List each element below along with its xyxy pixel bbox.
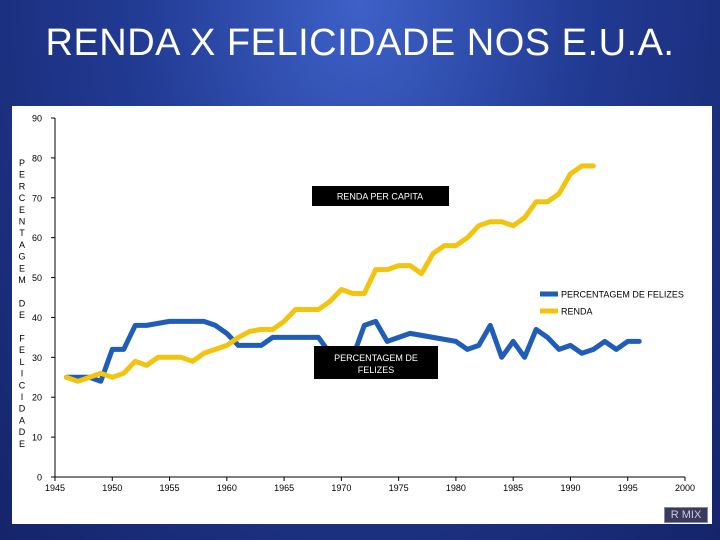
y-tick-label: 0 bbox=[37, 473, 42, 483]
x-tick-label: 1960 bbox=[217, 483, 237, 493]
x-tick-label: 1985 bbox=[503, 483, 523, 493]
series-line-percentagem-de-felizes bbox=[64, 318, 642, 384]
x-tick-label: 1945 bbox=[45, 483, 65, 493]
y-tick-label: 90 bbox=[32, 114, 42, 124]
chart-panel bbox=[12, 106, 712, 524]
annotation-box-felizes bbox=[314, 346, 438, 379]
x-tick-label: 1950 bbox=[102, 483, 122, 493]
y-tick-label: 20 bbox=[32, 393, 42, 403]
series-line-renda bbox=[64, 163, 596, 384]
x-tick-label: 1995 bbox=[618, 483, 638, 493]
annotation-box-renda bbox=[312, 186, 449, 206]
footer-badge: R MIX bbox=[664, 507, 708, 523]
y-tick-label: 60 bbox=[32, 233, 42, 243]
x-tick-label: 1975 bbox=[389, 483, 409, 493]
x-tick-label: 2000 bbox=[675, 483, 695, 493]
annotation-renda-per-capita: RENDA PER CAPITA bbox=[337, 192, 423, 202]
annotation-felizes-line2: FELIZES bbox=[358, 365, 395, 375]
y-tick-label: 10 bbox=[32, 433, 42, 443]
legend-label: PERCENTAGEM DE FELIZES bbox=[561, 290, 684, 300]
y-tick-label: 40 bbox=[32, 313, 42, 323]
x-tick-label: 1980 bbox=[446, 483, 466, 493]
x-tick-label: 1965 bbox=[274, 483, 294, 493]
slide-title: RENDA X FELICIDADE NOS E.U.A. bbox=[45, 22, 675, 64]
x-tick-label: 1990 bbox=[560, 483, 580, 493]
annotation-felizes-line1: PERCENTAGEM DE bbox=[334, 353, 418, 363]
y-tick-label: 80 bbox=[32, 153, 42, 163]
x-tick-label: 1955 bbox=[160, 483, 180, 493]
y-tick-label: 50 bbox=[32, 273, 42, 283]
x-tick-label: 1970 bbox=[331, 483, 351, 493]
y-tick-label: 70 bbox=[32, 193, 42, 203]
legend-label: RENDA bbox=[561, 307, 593, 317]
y-tick-label: 30 bbox=[32, 353, 42, 363]
